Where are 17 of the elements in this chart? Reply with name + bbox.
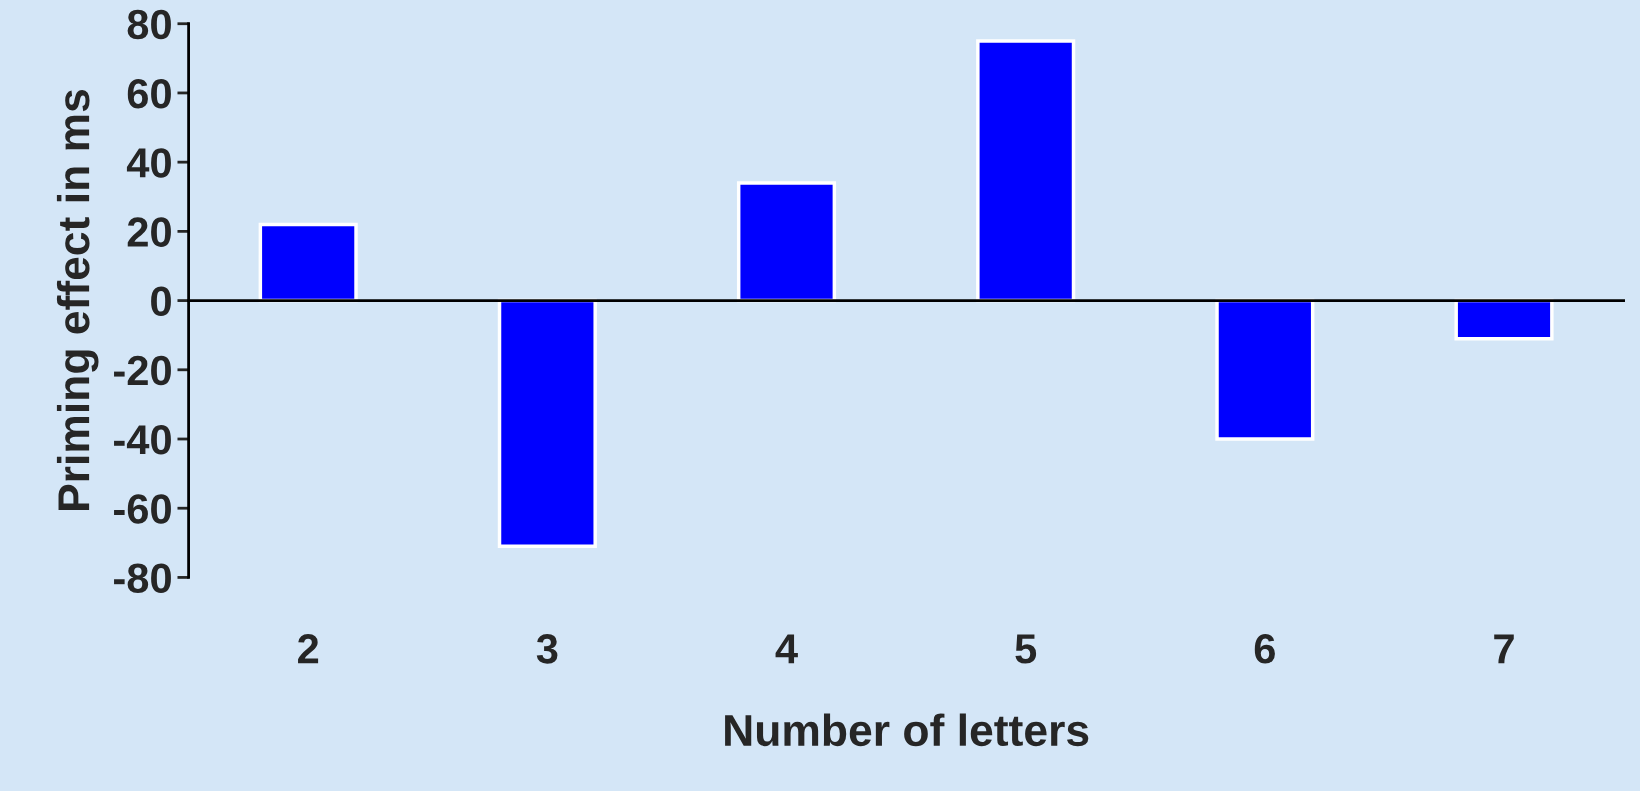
x-tick-label: 5 bbox=[1015, 634, 1037, 664]
x-axis-title: Number of letters bbox=[725, 713, 1089, 747]
y-tick-label: -20 bbox=[114, 355, 171, 386]
y-tick-label: -40 bbox=[114, 425, 171, 455]
x-tick-label: 4 bbox=[775, 634, 798, 664]
x-tick-label: 6 bbox=[1254, 634, 1275, 664]
y-tick-label: 60 bbox=[127, 78, 171, 109]
x-tick-label: 2 bbox=[298, 634, 319, 664]
y-tick-label: -80 bbox=[114, 563, 171, 593]
y-tick-label: 20 bbox=[127, 217, 171, 247]
y-tick-label: 40 bbox=[126, 148, 171, 178]
y-tick-label: 80 bbox=[127, 9, 171, 40]
x-tick-label: 7 bbox=[1494, 634, 1514, 664]
x-tick-label: 3 bbox=[536, 634, 558, 664]
y-axis-title: Priming effect in ms bbox=[56, 90, 99, 510]
y-tick-label: -60 bbox=[114, 494, 171, 524]
y-tick-label: 0 bbox=[151, 286, 171, 317]
